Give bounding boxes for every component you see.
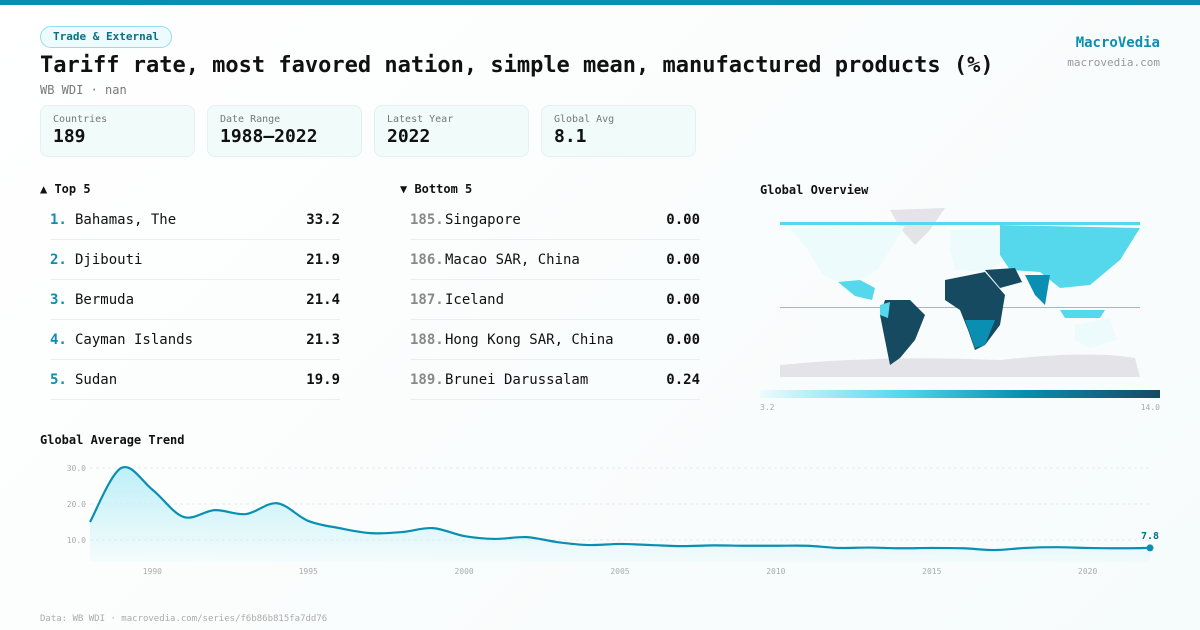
rank: 3. <box>50 292 67 308</box>
australia[interactable] <box>1075 318 1117 348</box>
top5-heading: ▲ Top 5 <box>40 182 91 196</box>
bottom5-row[interactable]: 187. Iceland 0.00 <box>410 280 700 320</box>
bottom5-row[interactable]: 186. Macao SAR, China 0.00 <box>410 240 700 280</box>
asia[interactable] <box>985 225 1140 318</box>
country-name: Hong Kong SAR, China <box>445 332 614 348</box>
stat-date-range: Date Range 1988–2022 <box>207 105 362 157</box>
footer-source: Data: WB WDI · macrovedia.com/series/f6b… <box>40 614 328 624</box>
rank: 188. <box>410 332 444 348</box>
x-tick-label: 2005 <box>610 567 629 576</box>
stat-value: 189 <box>53 126 86 147</box>
x-tick-label: 2015 <box>922 567 941 576</box>
trend-chart: 10.0 20.0 30.0 1990 1995 2000 2005 2010 2015 2020… <box>67 464 1159 576</box>
country-name: Brunei Darussalam <box>445 372 589 388</box>
value: 19.9 <box>306 372 340 388</box>
bottom5-heading: ▼ Bottom 5 <box>400 182 473 196</box>
y-tick-label: 20.0 <box>67 500 86 509</box>
rank: 4. <box>50 332 67 348</box>
y-tick-label: 30.0 <box>67 464 86 473</box>
top5-row[interactable]: 3. Bermuda 21.4 <box>50 280 340 320</box>
country-name: Bermuda <box>75 292 135 308</box>
value: 21.4 <box>306 292 340 308</box>
bottom5-row[interactable]: 185. Singapore 0.00 <box>410 200 700 240</box>
value: 0.00 <box>666 212 700 228</box>
map-band-north <box>780 222 1140 225</box>
stat-value: 8.1 <box>554 126 587 147</box>
country-name: Sudan <box>75 372 118 388</box>
trend-heading: Global Average Trend <box>40 433 185 447</box>
stat-countries: Countries 189 <box>40 105 195 157</box>
last-point-marker[interactable] <box>1146 544 1154 552</box>
value: 0.00 <box>666 292 700 308</box>
country-name: Cayman Islands <box>75 332 194 348</box>
brand-logo[interactable]: MacroVedia <box>1075 35 1160 51</box>
rank: 186. <box>410 252 444 268</box>
value: 21.9 <box>306 252 340 268</box>
country-name: Djibouti <box>75 252 143 268</box>
map-heading: Global Overview <box>760 183 869 197</box>
color-legend-bar <box>760 390 1160 398</box>
country-name: Bahamas, The <box>75 212 177 228</box>
trend-line <box>89 465 1151 552</box>
x-tick-label: 2010 <box>766 567 785 576</box>
africa[interactable] <box>945 272 1005 350</box>
top-accent-bar <box>0 0 1200 5</box>
stat-value: 2022 <box>387 126 431 147</box>
x-tick-label: 1990 <box>143 567 162 576</box>
rank: 185. <box>410 212 444 228</box>
greenland[interactable] <box>890 208 945 245</box>
value: 0.24 <box>666 372 700 388</box>
category-badge[interactable]: Trade & External <box>40 26 172 48</box>
value: 33.2 <box>306 212 340 228</box>
top5-row[interactable]: 4. Cayman Islands 21.3 <box>50 320 340 360</box>
rank: 2. <box>50 252 67 268</box>
country-name: Iceland <box>445 292 505 308</box>
europe[interactable] <box>950 228 1005 272</box>
rank: 187. <box>410 292 444 308</box>
south-america[interactable] <box>880 300 925 365</box>
legend-max: 14.0 <box>1141 403 1160 412</box>
x-tick-label: 1995 <box>299 567 318 576</box>
trend-area <box>90 467 1150 562</box>
country-name: Macao SAR, China <box>445 252 580 268</box>
y-tick-label: 10.0 <box>67 536 86 545</box>
top5-row[interactable]: 1. Bahamas, The 33.2 <box>50 200 340 240</box>
top5-row[interactable]: 5. Sudan 19.9 <box>50 360 340 400</box>
top5-row[interactable]: 2. Djibouti 21.9 <box>50 240 340 280</box>
last-value-label: 7.8 <box>1141 531 1159 542</box>
value: 21.3 <box>306 332 340 348</box>
stat-latest-year: Latest Year 2022 <box>374 105 529 157</box>
value: 0.00 <box>666 252 700 268</box>
stat-label: Countries <box>53 114 108 125</box>
stat-label: Global Avg <box>554 114 615 125</box>
world-map: 3.2 14.0 <box>760 208 1160 412</box>
rank: 1. <box>50 212 67 228</box>
stat-label: Date Range <box>220 114 281 125</box>
legend-min: 3.2 <box>760 403 775 412</box>
stat-value: 1988–2022 <box>220 126 318 147</box>
stat-label: Latest Year <box>387 114 454 125</box>
brand-url[interactable]: macrovedia.com <box>1067 56 1160 69</box>
x-tick-label: 2000 <box>454 567 473 576</box>
page-subtitle: WB WDI · nan <box>40 83 127 97</box>
x-tick-label: 2020 <box>1078 567 1097 576</box>
rank: 189. <box>410 372 444 388</box>
bottom5-row[interactable]: 189. Brunei Darussalam 0.24 <box>410 360 700 400</box>
country-name: Singapore <box>445 212 521 228</box>
bottom5-row[interactable]: 188. Hong Kong SAR, China 0.00 <box>410 320 700 360</box>
stat-global-avg: Global Avg 8.1 <box>541 105 696 157</box>
page-title: Tariff rate, most favored nation, simple… <box>40 53 994 78</box>
north-america[interactable] <box>790 226 905 300</box>
antarctica[interactable] <box>780 354 1140 377</box>
value: 0.00 <box>666 332 700 348</box>
rank: 5. <box>50 372 67 388</box>
